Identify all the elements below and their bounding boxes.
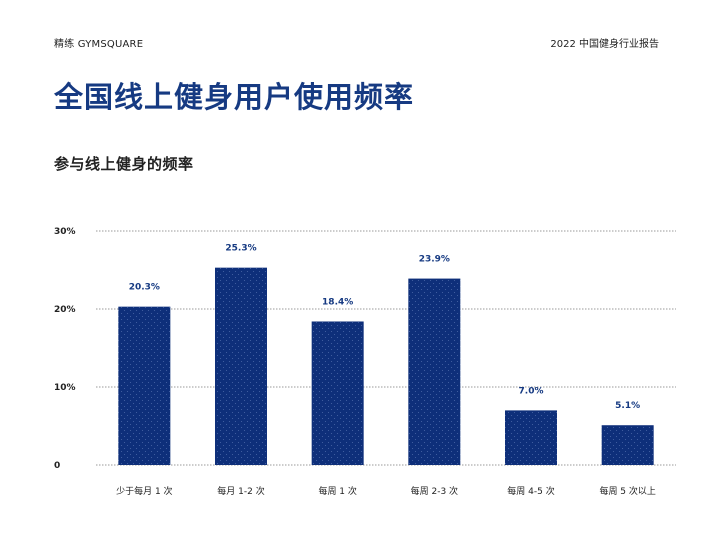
bar-value-label: 18.4% [322,297,353,307]
x-category-label: 每周 1 次 [318,485,356,497]
x-category-label: 每月 1-2 次 [217,485,264,497]
y-tick-label: 20% [54,305,76,315]
x-category-label: 每周 2-3 次 [411,485,458,497]
bar [118,306,171,465]
bar-value-label: 25.3% [225,244,256,254]
y-tick-label: 10% [54,383,76,393]
chart-subtitle: 参与线上健身的频率 [54,155,194,173]
bar-value-label: 20.3% [129,283,160,293]
page-title: 全国线上健身用户使用频率 [54,80,415,114]
bar [408,278,461,465]
bar [215,267,267,465]
bar-value-label: 5.1% [615,401,640,411]
y-tick-label: 0 [54,461,60,471]
grid-lines [96,230,676,466]
brand-label: 精练 GYMSQUARE [54,39,144,50]
report-label: 2022 中国健身行业报告 [550,39,659,50]
x-category-label: 每周 5 次以上 [599,485,655,497]
bar [311,321,364,465]
labels: 0 10% 20% 30% 20.3% 少于每月 1 次 25.3% 每月 1-2 次 18.4… [54,227,656,497]
y-tick-label: 30% [54,227,76,237]
bar [601,425,654,465]
bars [118,267,654,465]
x-category-label: 少于每月 1 次 [116,485,172,497]
bar-value-label: 23.9% [419,255,450,265]
bar-value-label: 7.0% [519,386,544,396]
bar [505,410,557,465]
x-category-label: 每周 4-5 次 [507,485,554,497]
